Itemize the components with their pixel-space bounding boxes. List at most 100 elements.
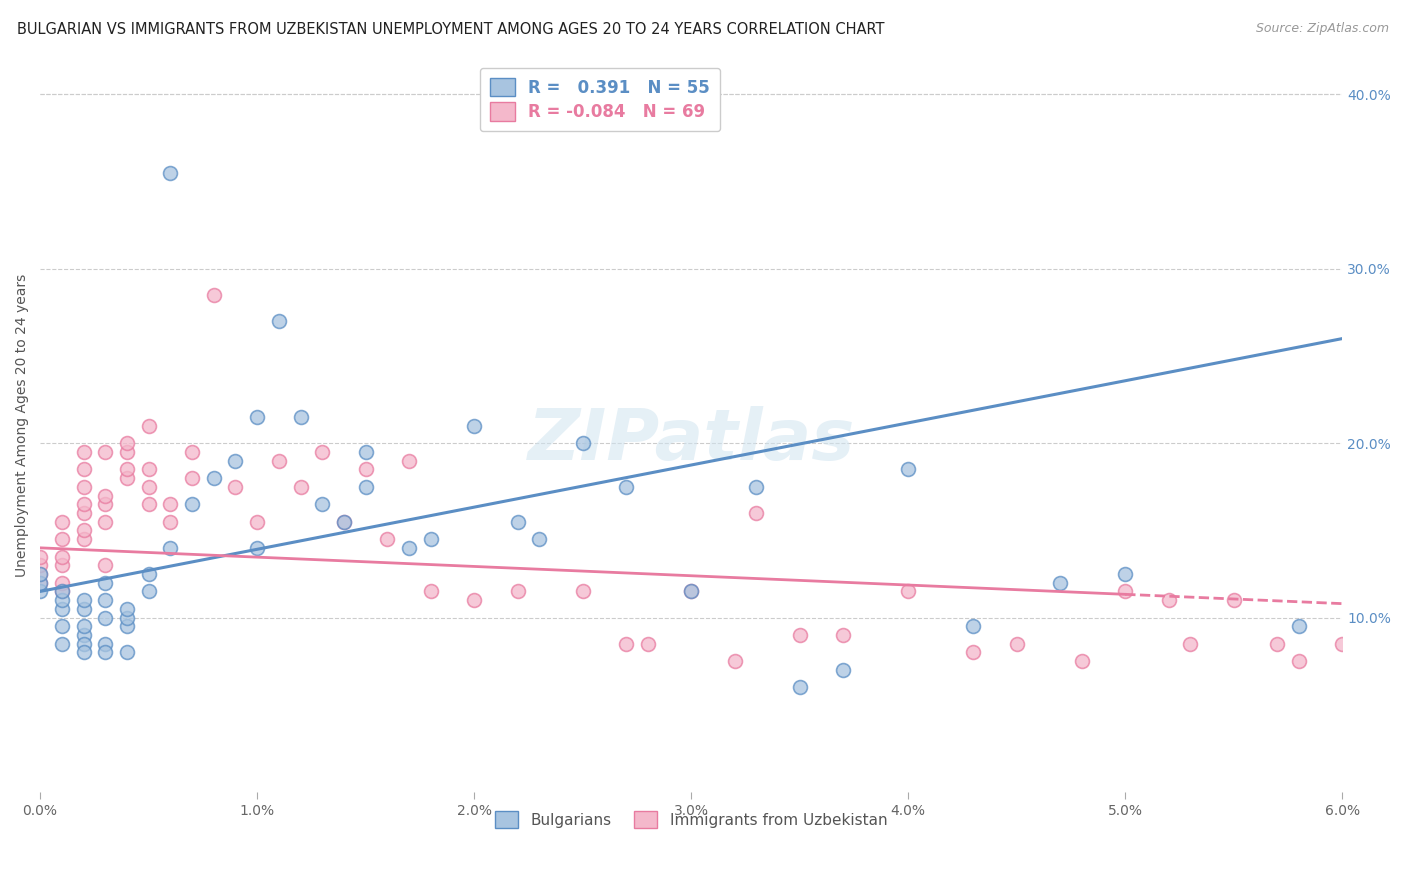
- Point: [745, 506, 768, 520]
- Point: [789, 628, 811, 642]
- Point: [246, 410, 269, 425]
- Legend: Bulgarians, Immigrants from Uzbekistan: Bulgarians, Immigrants from Uzbekistan: [488, 804, 894, 836]
- Point: [138, 462, 160, 476]
- Point: [115, 445, 138, 459]
- Point: [333, 515, 356, 529]
- Point: [72, 445, 94, 459]
- Text: BULGARIAN VS IMMIGRANTS FROM UZBEKISTAN UNEMPLOYMENT AMONG AGES 20 TO 24 YEARS C: BULGARIAN VS IMMIGRANTS FROM UZBEKISTAN …: [17, 22, 884, 37]
- Point: [51, 602, 73, 616]
- Point: [115, 602, 138, 616]
- Point: [1288, 619, 1310, 633]
- Point: [51, 619, 73, 633]
- Point: [290, 480, 312, 494]
- Point: [115, 610, 138, 624]
- Point: [72, 497, 94, 511]
- Point: [202, 288, 225, 302]
- Point: [30, 566, 52, 581]
- Point: [94, 593, 117, 607]
- Text: Source: ZipAtlas.com: Source: ZipAtlas.com: [1256, 22, 1389, 36]
- Point: [506, 584, 529, 599]
- Point: [159, 515, 181, 529]
- Point: [72, 645, 94, 659]
- Point: [181, 445, 204, 459]
- Point: [375, 532, 398, 546]
- Point: [51, 558, 73, 573]
- Point: [681, 584, 703, 599]
- Point: [51, 549, 73, 564]
- Point: [246, 541, 269, 555]
- Point: [571, 584, 593, 599]
- Point: [1180, 637, 1202, 651]
- Point: [72, 637, 94, 651]
- Point: [1049, 575, 1071, 590]
- Point: [51, 593, 73, 607]
- Point: [419, 532, 441, 546]
- Point: [571, 436, 593, 450]
- Point: [115, 471, 138, 485]
- Point: [138, 418, 160, 433]
- Point: [72, 532, 94, 546]
- Point: [897, 584, 920, 599]
- Point: [115, 619, 138, 633]
- Point: [354, 462, 377, 476]
- Point: [72, 602, 94, 616]
- Point: [94, 558, 117, 573]
- Point: [962, 645, 984, 659]
- Point: [94, 610, 117, 624]
- Point: [159, 166, 181, 180]
- Point: [463, 418, 485, 433]
- Point: [398, 453, 420, 467]
- Point: [94, 515, 117, 529]
- Point: [72, 628, 94, 642]
- Point: [962, 619, 984, 633]
- Point: [202, 471, 225, 485]
- Point: [30, 584, 52, 599]
- Point: [30, 575, 52, 590]
- Point: [51, 584, 73, 599]
- Point: [897, 462, 920, 476]
- Point: [94, 489, 117, 503]
- Point: [1157, 593, 1180, 607]
- Point: [419, 584, 441, 599]
- Point: [1331, 637, 1354, 651]
- Point: [30, 566, 52, 581]
- Point: [637, 637, 659, 651]
- Point: [1396, 645, 1406, 659]
- Point: [159, 497, 181, 511]
- Point: [789, 681, 811, 695]
- Point: [246, 515, 269, 529]
- Point: [159, 541, 181, 555]
- Point: [290, 410, 312, 425]
- Point: [94, 637, 117, 651]
- Point: [51, 584, 73, 599]
- Point: [51, 515, 73, 529]
- Point: [181, 471, 204, 485]
- Point: [354, 480, 377, 494]
- Point: [115, 645, 138, 659]
- Point: [1070, 654, 1092, 668]
- Point: [1375, 654, 1398, 668]
- Point: [267, 314, 290, 328]
- Point: [832, 628, 855, 642]
- Point: [94, 445, 117, 459]
- Point: [614, 637, 637, 651]
- Point: [506, 515, 529, 529]
- Point: [529, 532, 551, 546]
- Point: [72, 593, 94, 607]
- Point: [1114, 566, 1136, 581]
- Point: [51, 575, 73, 590]
- Point: [681, 584, 703, 599]
- Point: [51, 637, 73, 651]
- Point: [1005, 637, 1028, 651]
- Point: [138, 566, 160, 581]
- Point: [614, 480, 637, 494]
- Point: [94, 645, 117, 659]
- Point: [723, 654, 745, 668]
- Point: [398, 541, 420, 555]
- Point: [1222, 593, 1244, 607]
- Point: [1114, 584, 1136, 599]
- Point: [138, 480, 160, 494]
- Point: [354, 445, 377, 459]
- Point: [311, 445, 333, 459]
- Point: [181, 497, 204, 511]
